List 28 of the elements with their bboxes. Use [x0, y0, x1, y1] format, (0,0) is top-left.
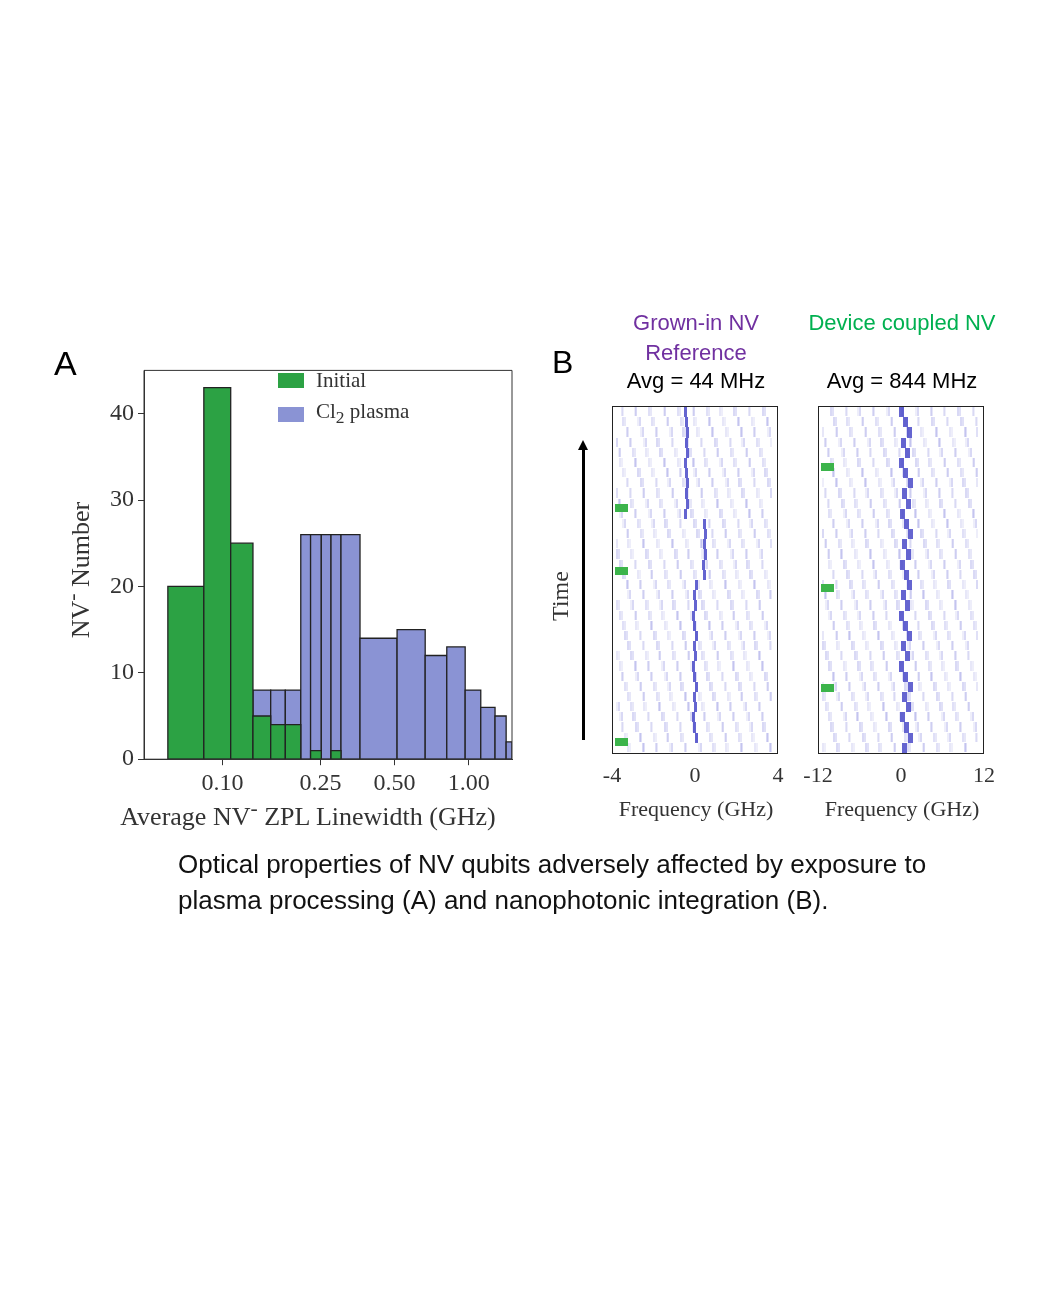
text: Grown-in NV Reference: [632, 309, 760, 367]
text: 12: [973, 762, 995, 788]
x-tick-label: 0.10: [201, 768, 244, 795]
y-tick-label: 0: [122, 744, 134, 771]
text: Time: [546, 571, 574, 621]
y-tick-label: 30: [110, 485, 134, 512]
legend-label: Initial: [316, 367, 367, 393]
x-tick-label: 0.25: [299, 768, 342, 795]
x-tick-label: 0.50: [373, 768, 416, 795]
text: Frequency (GHz): [824, 796, 980, 822]
x-axis-title: Average NV$^{-}$ ZPL Linewidth (GHz): [120, 796, 496, 832]
text: 0: [895, 762, 907, 788]
text: Optical properties of NV qubits adversely affected by exposure to plasma processing (A) and nanophotonic integration (B).: [178, 848, 928, 917]
text: B: [552, 344, 574, 381]
text: 0: [689, 762, 701, 788]
text: -12: [803, 762, 833, 788]
text: A: [54, 344, 77, 383]
text: Device coupled NV: [807, 309, 997, 337]
text: Avg = 44 MHz: [625, 368, 767, 394]
legend-label: Cl$_{2}$ plasma: [316, 399, 410, 429]
y-tick-label: 40: [110, 398, 134, 425]
text: Avg = 844 MHz: [825, 368, 979, 394]
y-tick-label: 10: [110, 658, 134, 685]
y-tick-label: 20: [110, 571, 134, 598]
text: -4: [602, 762, 622, 788]
text: Frequency (GHz): [618, 796, 774, 822]
text: 4: [772, 762, 784, 788]
x-tick-label: 1.00: [447, 768, 490, 795]
